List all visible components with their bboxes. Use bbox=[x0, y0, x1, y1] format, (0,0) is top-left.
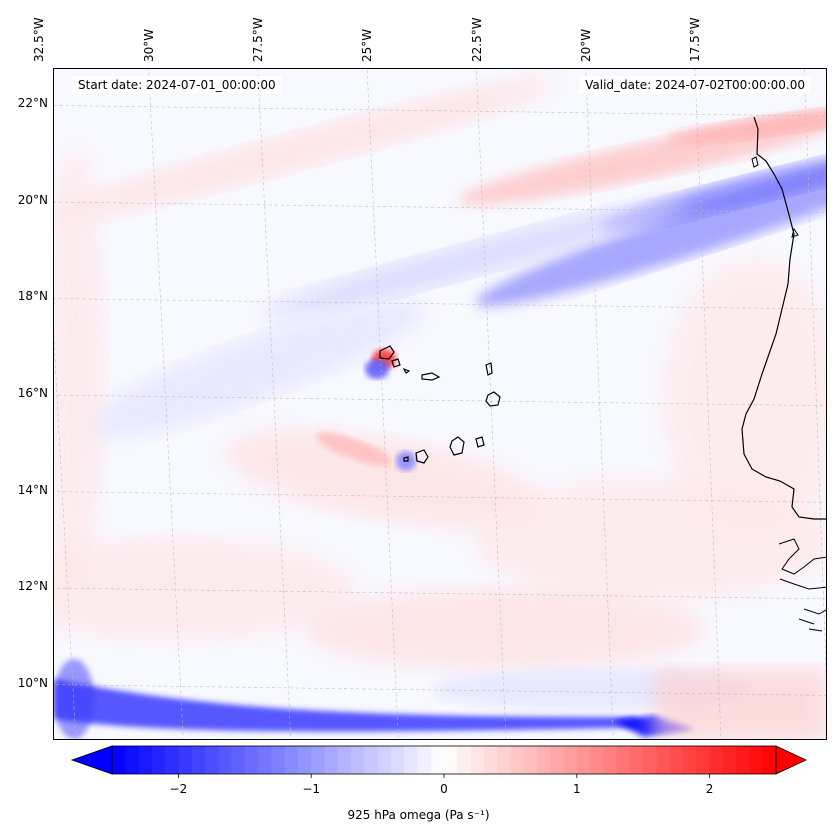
colorbar-bin bbox=[204, 746, 219, 774]
colorbar-tick-label: 2 bbox=[705, 782, 714, 796]
colorbar-bin bbox=[603, 746, 618, 774]
colorbar-bin bbox=[616, 746, 631, 774]
colorbar-bin bbox=[417, 746, 432, 774]
colorbar-extend-left bbox=[70, 745, 113, 775]
colorbar-bin bbox=[297, 746, 312, 774]
omega-field bbox=[54, 79, 826, 739]
colorbar-bin bbox=[457, 746, 472, 774]
colorbar-bin bbox=[258, 746, 272, 774]
colorbar-bin bbox=[523, 746, 538, 774]
map-panel bbox=[53, 68, 827, 740]
colorbar-bin bbox=[151, 746, 166, 774]
latitude-label: 22°N bbox=[17, 96, 48, 111]
latitude-label: 18°N bbox=[17, 289, 48, 304]
colorbar-bin bbox=[749, 746, 764, 774]
colorbar-bin bbox=[483, 746, 498, 774]
colorbar-bin bbox=[656, 746, 671, 774]
latitude-label: 14°N bbox=[17, 482, 48, 497]
colorbar-bin bbox=[683, 746, 697, 774]
colorbar-tick-marks bbox=[177, 774, 710, 778]
colorbar-bin bbox=[497, 746, 511, 774]
latitude-label: 16°N bbox=[17, 386, 48, 401]
island-outline bbox=[449, 436, 465, 456]
valid-date-label: Valid_date: 2024-07-02T00:00:00.00 bbox=[579, 76, 811, 94]
colorbar-bin bbox=[324, 746, 339, 774]
colorbar-bin bbox=[709, 746, 724, 774]
colorbar-bin bbox=[550, 746, 565, 774]
start-date-label: Start date: 2024-07-01_00:00:00 bbox=[72, 76, 282, 94]
colorbar-bin bbox=[444, 746, 458, 774]
graticule bbox=[54, 69, 826, 739]
colorbar-bin bbox=[629, 746, 644, 774]
colorbar-extend-right bbox=[775, 745, 807, 775]
colorbar-bin bbox=[470, 746, 485, 774]
colorbar-bin bbox=[576, 746, 591, 774]
island-outline bbox=[421, 372, 441, 381]
colorbar-bin bbox=[311, 746, 325, 774]
colorbar-tick-label: 0 bbox=[440, 782, 448, 796]
colorbar-bin bbox=[178, 746, 193, 774]
colorbar-bin bbox=[563, 746, 578, 774]
island-outline bbox=[415, 449, 429, 464]
colorbar-bin bbox=[696, 746, 711, 774]
colorbar-bin bbox=[271, 746, 286, 774]
latitude-label: 20°N bbox=[17, 192, 48, 207]
island-outline bbox=[475, 436, 485, 448]
colorbar-bin bbox=[590, 746, 604, 774]
island-outline bbox=[391, 358, 401, 368]
colorbar-bin bbox=[138, 746, 153, 774]
latitude-label: 12°N bbox=[17, 579, 48, 594]
colorbar-bin bbox=[762, 746, 777, 774]
colorbar-bin bbox=[112, 746, 126, 774]
colorbar-bin bbox=[218, 746, 233, 774]
colorbar-bin bbox=[669, 746, 684, 774]
colorbar-bin bbox=[165, 746, 179, 774]
colorbar-tick-label: −1 bbox=[302, 782, 321, 796]
colorbar-tick-label: 1 bbox=[572, 782, 581, 796]
map-canvas bbox=[54, 69, 826, 739]
colorbar-bin bbox=[284, 746, 299, 774]
colorbar-bin bbox=[337, 746, 352, 774]
island-outline bbox=[402, 367, 411, 374]
colorbar-bin bbox=[244, 746, 259, 774]
island-outline bbox=[485, 362, 493, 376]
colorbar-tick-label: −2 bbox=[169, 782, 188, 796]
colorbar-bin bbox=[191, 746, 206, 774]
island-outline bbox=[403, 456, 409, 462]
island-outline bbox=[379, 345, 395, 360]
colorbar-bin bbox=[125, 746, 140, 774]
latitude-label: 10°N bbox=[17, 675, 48, 690]
colorbar-bin bbox=[404, 746, 418, 774]
colorbar-bin bbox=[377, 746, 392, 774]
colorbar-label: 925 hPa omega (Pa s⁻¹) bbox=[347, 808, 490, 822]
colorbar-bin bbox=[510, 746, 525, 774]
colorbar-bin bbox=[231, 746, 246, 774]
island-outline bbox=[485, 391, 501, 407]
colorbar-bins bbox=[112, 746, 777, 774]
colorbar-bin bbox=[736, 746, 750, 774]
colorbar-bin bbox=[430, 746, 445, 774]
colorbar-bin bbox=[722, 746, 737, 774]
colorbar-bin bbox=[351, 746, 365, 774]
colorbar-bin bbox=[390, 746, 405, 774]
colorbar-bin bbox=[643, 746, 657, 774]
colorbar-bin bbox=[364, 746, 379, 774]
colorbar-bin bbox=[536, 746, 551, 774]
coastlines bbox=[379, 116, 826, 632]
